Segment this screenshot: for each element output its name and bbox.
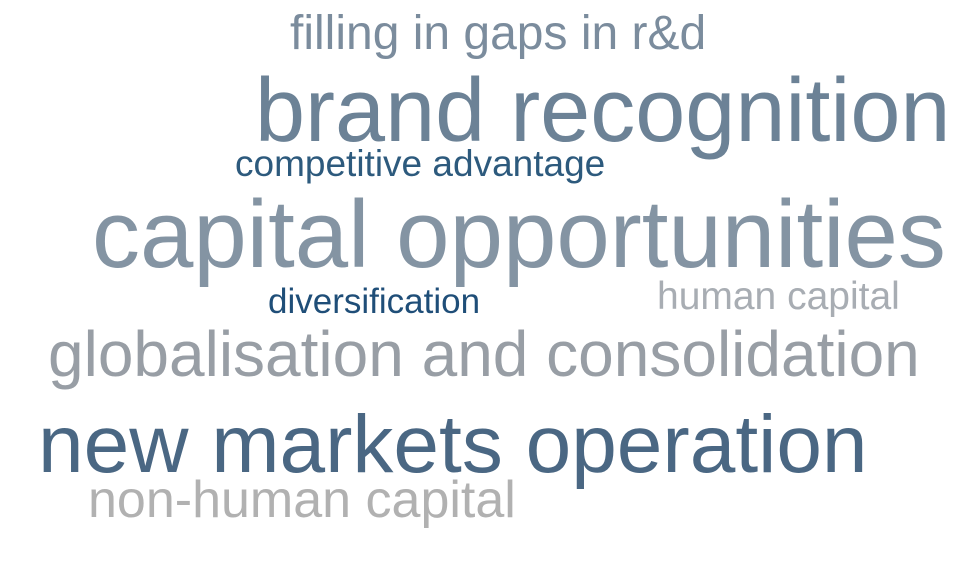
word-competitive-advantage: competitive advantage <box>235 143 606 184</box>
word-new-markets-operation: new markets operation <box>38 399 868 490</box>
word-diversification: diversification <box>268 282 481 321</box>
word-human-capital: human capital <box>657 275 900 318</box>
word-non-human-capital: non-human capital <box>88 471 516 529</box>
word-brand-recognition: brand recognition <box>255 61 951 161</box>
word-capital-opportunities: capital opportunities <box>92 181 946 288</box>
word-globalisation-and-consolidation: globalisation and consolidation <box>48 318 920 390</box>
word-filling-in-gaps-in-rd: filling in gaps in r&d <box>290 7 707 60</box>
